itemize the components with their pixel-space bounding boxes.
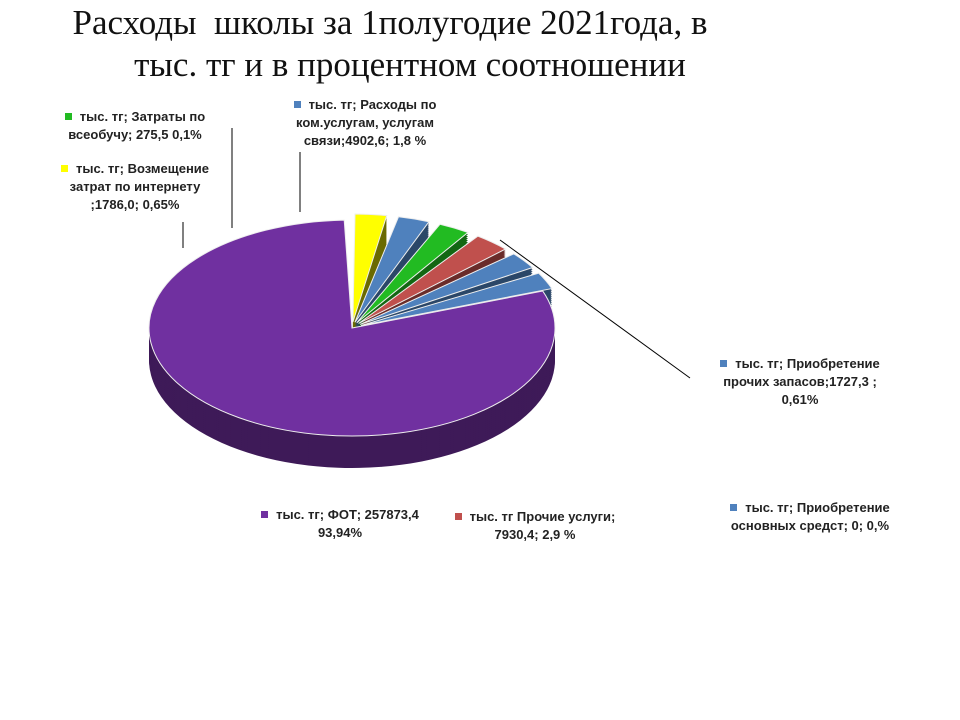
pie-slice-top — [360, 272, 553, 327]
title-line-1: Расходы школы за 1полугодие 2021года, в — [72, 3, 708, 42]
pie-slice-top — [359, 253, 534, 325]
label-vseobuch: тыс. тг; Затраты по всеобучу; 275,5 0,1% — [40, 108, 230, 144]
legend-swatch — [720, 360, 728, 367]
legend-swatch — [730, 504, 738, 511]
legend-swatch — [454, 513, 462, 520]
label-fot: тыс. тг; ФОТ; 257873,4 93,94% — [240, 506, 440, 542]
pie-slice-top — [354, 216, 430, 323]
chart-title: Расходы школы за 1полугодие 2021года, в … — [0, 2, 780, 86]
leader-line — [499, 239, 691, 379]
pie-slice-top — [148, 219, 556, 437]
legend-swatch — [60, 165, 68, 172]
label-zapasy: тыс. тг; Приобретение прочих запасов;172… — [690, 355, 910, 409]
label-osnovnye-sredstva: тыс. тг; Приобретение основных средст; 0… — [730, 500, 890, 533]
label-kom-uslugi: тыс. тг; Расходы по ком.услугам, услугам… — [265, 96, 465, 150]
pie-slice-top — [352, 213, 388, 323]
pie-slice-top — [358, 235, 507, 324]
pie-slice-top — [356, 223, 469, 324]
label-internet: тыс. тг; Возмещение затрат по интернету … — [40, 160, 230, 214]
legend-swatch — [64, 113, 72, 120]
label-prochie-uslugi: тыс. тг Прочие услуги; 7930,4; 2,9 % — [435, 508, 635, 544]
legend-swatch — [261, 511, 269, 518]
pie-slice-0 — [148, 219, 556, 468]
legend-swatch — [293, 101, 301, 108]
title-line-2: тыс. тг и в процентном соотношении — [134, 45, 686, 84]
